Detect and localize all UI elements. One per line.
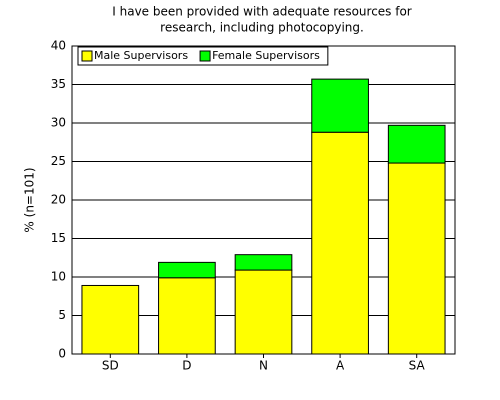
x-tick-label: A bbox=[336, 359, 345, 373]
y-tick-label: 10 bbox=[51, 270, 66, 284]
bar-segment bbox=[158, 261, 216, 279]
y-tick-label: 0 bbox=[58, 347, 66, 361]
y-tick-label: 40 bbox=[51, 39, 66, 53]
legend-swatch bbox=[199, 50, 211, 62]
bar-segment bbox=[311, 78, 369, 133]
y-tick-label: 20 bbox=[51, 193, 66, 207]
bar-segment bbox=[81, 284, 140, 355]
bar-segment bbox=[387, 124, 446, 164]
x-tick-label: D bbox=[182, 359, 191, 373]
y-tick-label: 15 bbox=[51, 231, 66, 245]
bar-segment bbox=[234, 254, 293, 271]
x-tick-label: N bbox=[259, 359, 268, 373]
y-tick-label: 5 bbox=[58, 308, 66, 322]
legend-swatch bbox=[81, 50, 93, 62]
chart-title: I have been provided with adequate resou… bbox=[112, 5, 412, 19]
y-axis-label: % (n=101) bbox=[23, 167, 37, 232]
bar-segment bbox=[158, 277, 216, 355]
bar-segment bbox=[234, 269, 293, 355]
chart-title: research, including photocopying. bbox=[160, 21, 364, 35]
y-tick-label: 30 bbox=[51, 116, 66, 130]
bar-segment bbox=[387, 162, 446, 355]
y-tick-label: 35 bbox=[51, 77, 66, 91]
y-tick-label: 25 bbox=[51, 154, 66, 168]
legend-label: Female Supervisors bbox=[212, 49, 320, 62]
legend-label: Male Supervisors bbox=[94, 49, 188, 62]
x-tick-label: SD bbox=[102, 359, 119, 373]
bar-segment bbox=[311, 131, 369, 355]
x-tick-label: SA bbox=[409, 359, 426, 373]
